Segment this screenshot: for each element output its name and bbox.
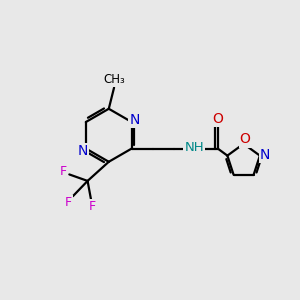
Text: F: F — [65, 196, 72, 208]
Text: CH₃: CH₃ — [104, 73, 125, 86]
Text: F: F — [59, 165, 66, 178]
Text: N: N — [78, 144, 88, 158]
Text: O: O — [212, 112, 223, 126]
Text: O: O — [240, 132, 250, 146]
Text: N: N — [130, 113, 140, 127]
Text: NH: NH — [184, 141, 204, 154]
Text: N: N — [260, 148, 270, 162]
Text: F: F — [88, 200, 96, 213]
